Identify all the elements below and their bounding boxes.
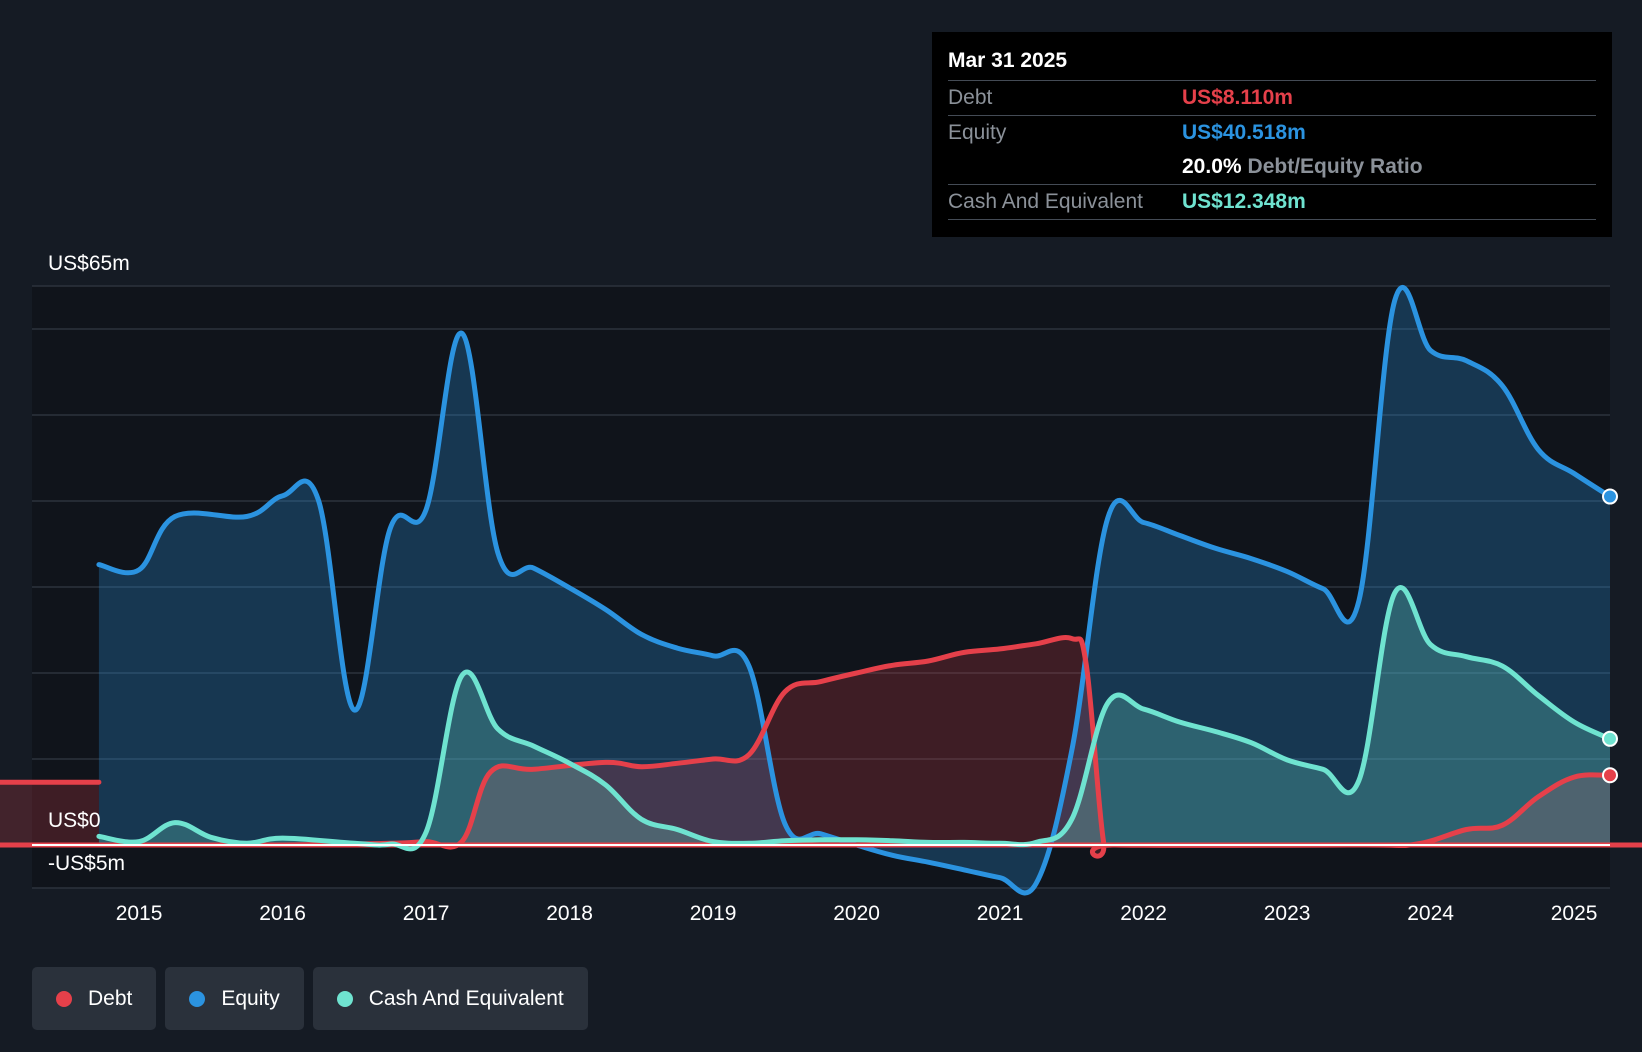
y-axis-zero-label: US$0 bbox=[48, 809, 101, 832]
tooltip-ratio-spacer bbox=[948, 150, 1182, 184]
tooltip-debt-row: Debt US$8.110m bbox=[948, 81, 1596, 116]
tooltip-cash-label: Cash And Equivalent bbox=[948, 190, 1143, 213]
tooltip-date: Mar 31 2025 bbox=[948, 46, 1596, 81]
chart-legend: Debt Equity Cash And Equivalent bbox=[32, 967, 588, 1030]
x-tick-label: 2015 bbox=[116, 902, 163, 925]
tooltip-cash-value: US$12.348m bbox=[1182, 190, 1306, 213]
x-tick-label: 2023 bbox=[1264, 902, 1311, 925]
equity-area bbox=[98, 287, 1610, 893]
tooltip-debt-value: US$8.110m bbox=[1182, 86, 1293, 109]
cash-and-equivalent-end-marker[interactable] bbox=[1602, 730, 1618, 747]
x-tick-label: 2020 bbox=[833, 902, 880, 925]
x-tick-label: 2025 bbox=[1551, 902, 1598, 925]
debt-end-marker[interactable] bbox=[1602, 767, 1618, 784]
legend-item-equity[interactable]: Equity bbox=[165, 967, 304, 1030]
legend-equity-dot-icon bbox=[189, 990, 206, 1007]
legend-cash-label: Cash And Equivalent bbox=[368, 986, 564, 1010]
legend-debt-dot-icon bbox=[56, 990, 72, 1007]
x-tick-label: 2018 bbox=[546, 902, 593, 925]
series-end-markers bbox=[1602, 488, 1618, 784]
x-tick-label: 2021 bbox=[977, 902, 1024, 925]
series-areas bbox=[0, 287, 1642, 893]
tooltip-equity-row: Equity US$40.518m bbox=[948, 116, 1596, 150]
tooltip-debt-label: Debt bbox=[948, 86, 993, 109]
cash-and-equivalent-area bbox=[98, 587, 1610, 849]
y-axis-top-label: US$65m bbox=[48, 252, 130, 275]
x-tick-label: 2016 bbox=[259, 902, 306, 925]
legend-cash-dot-icon bbox=[336, 990, 353, 1007]
equity-end-marker[interactable] bbox=[1602, 488, 1618, 505]
tooltip-cash-row: Cash And Equivalent US$12.348m bbox=[948, 185, 1596, 220]
legend-equity-label: Equity bbox=[221, 986, 280, 1010]
tooltip-ratio-row: 20.0% Debt/Equity Ratio bbox=[948, 150, 1596, 185]
x-axis-ticks: 2015 2016 2017 2018 2019 2020 2021 2022 2023 2024… bbox=[116, 902, 1598, 925]
legend-item-cash[interactable]: Cash And Equivalent bbox=[312, 967, 588, 1030]
tooltip-equity-label: Equity bbox=[948, 121, 1007, 144]
x-tick-label: 2022 bbox=[1120, 902, 1167, 925]
tooltip-equity-value: US$40.518m bbox=[1182, 121, 1306, 144]
data-tooltip: Mar 31 2025 Debt US$8.110m Equity US$40.… bbox=[932, 32, 1612, 237]
x-tick-label: 2019 bbox=[690, 902, 737, 925]
tooltip-ratio-label: Debt/Equity Ratio bbox=[1247, 155, 1423, 178]
legend-debt-label: Debt bbox=[88, 986, 133, 1010]
y-axis-bottom-label: -US$5m bbox=[48, 852, 125, 875]
legend-item-debt[interactable]: Debt bbox=[32, 967, 157, 1030]
x-tick-label: 2017 bbox=[403, 902, 450, 925]
x-tick-label: 2024 bbox=[1407, 902, 1454, 925]
tooltip-ratio-value: 20.0% bbox=[1182, 155, 1242, 178]
